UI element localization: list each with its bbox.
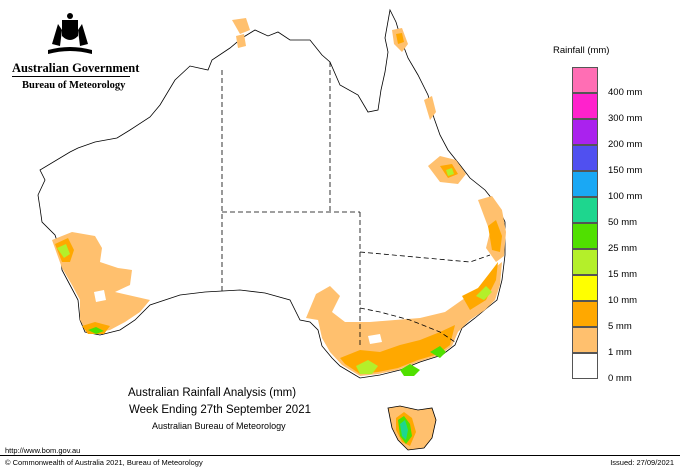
qld-inland-rain-15mm <box>446 168 454 176</box>
legend-label: 0 mm <box>608 373 632 384</box>
legend-label: 1 mm <box>608 347 632 358</box>
legend-label: 25 mm <box>608 243 638 254</box>
legend-label: 200 mm <box>608 139 643 150</box>
legend-swatch <box>572 197 598 223</box>
wa-rain-25mm-south <box>88 327 104 334</box>
legend-swatch <box>572 171 598 197</box>
nsw-rain-5mm <box>462 262 498 310</box>
issued-date: Issued: 27/09/2021 <box>610 458 674 467</box>
nt-north-rain-1mm <box>236 34 246 48</box>
cape-york-rain-5mm <box>396 33 404 44</box>
top-end-rain-1mm <box>232 18 250 34</box>
legend-swatch <box>572 223 598 249</box>
legend-label: 150 mm <box>608 165 643 176</box>
bom-url-link[interactable]: http://www.bom.gov.au <box>5 446 81 455</box>
header-divider <box>12 76 130 77</box>
map-source: Australian Bureau of Meteorology <box>152 421 286 431</box>
nsw-rain-15mm <box>476 286 492 300</box>
australian-government-label: Australian Government <box>12 61 140 75</box>
map-period: Week Ending 27th September 2021 <box>129 404 311 416</box>
map-title: Australian Rainfall Analysis (mm) <box>128 387 297 399</box>
east-coast-rain-5mm <box>488 220 502 252</box>
legend-swatch <box>572 119 598 145</box>
legend-swatch <box>572 145 598 171</box>
south-rain-1mm <box>306 262 502 376</box>
legend-swatch <box>572 327 598 353</box>
legend-label: 300 mm <box>608 113 643 124</box>
legend-label: 100 mm <box>608 191 643 202</box>
wa-rain-15mm <box>57 244 70 258</box>
legend-swatch <box>572 249 598 275</box>
legend-label: 400 mm <box>608 87 643 98</box>
legend-label: 50 mm <box>608 217 638 228</box>
vic-rain-25mm-east <box>430 346 446 358</box>
footer-divider <box>0 455 680 456</box>
bureau-label: Bureau of Meteorology <box>22 80 126 91</box>
coat-of-arms-icon <box>48 13 92 54</box>
legend-swatch <box>572 353 598 379</box>
legend-swatch <box>572 67 598 93</box>
legend-label: 15 mm <box>608 269 638 280</box>
wa-rain-1mm <box>52 232 150 334</box>
legend-swatch <box>572 93 598 119</box>
wa-dry-hole <box>94 290 106 302</box>
legend-label: 5 mm <box>608 321 632 332</box>
vic-rain-25mm <box>400 364 420 376</box>
legend-swatch <box>572 275 598 301</box>
vic-rain-15mm <box>356 360 378 374</box>
legend-title: Rainfall (mm) <box>553 45 610 56</box>
tasmania-rain-50mm <box>400 420 408 440</box>
qld-east-rain-1mm <box>424 96 436 120</box>
state-borders <box>221 62 491 346</box>
legend-swatch <box>572 301 598 327</box>
sa-dry-hole <box>368 334 382 344</box>
legend-label: 10 mm <box>608 295 638 306</box>
copyright-text: © Commonwealth of Australia 2021, Bureau… <box>5 458 203 467</box>
